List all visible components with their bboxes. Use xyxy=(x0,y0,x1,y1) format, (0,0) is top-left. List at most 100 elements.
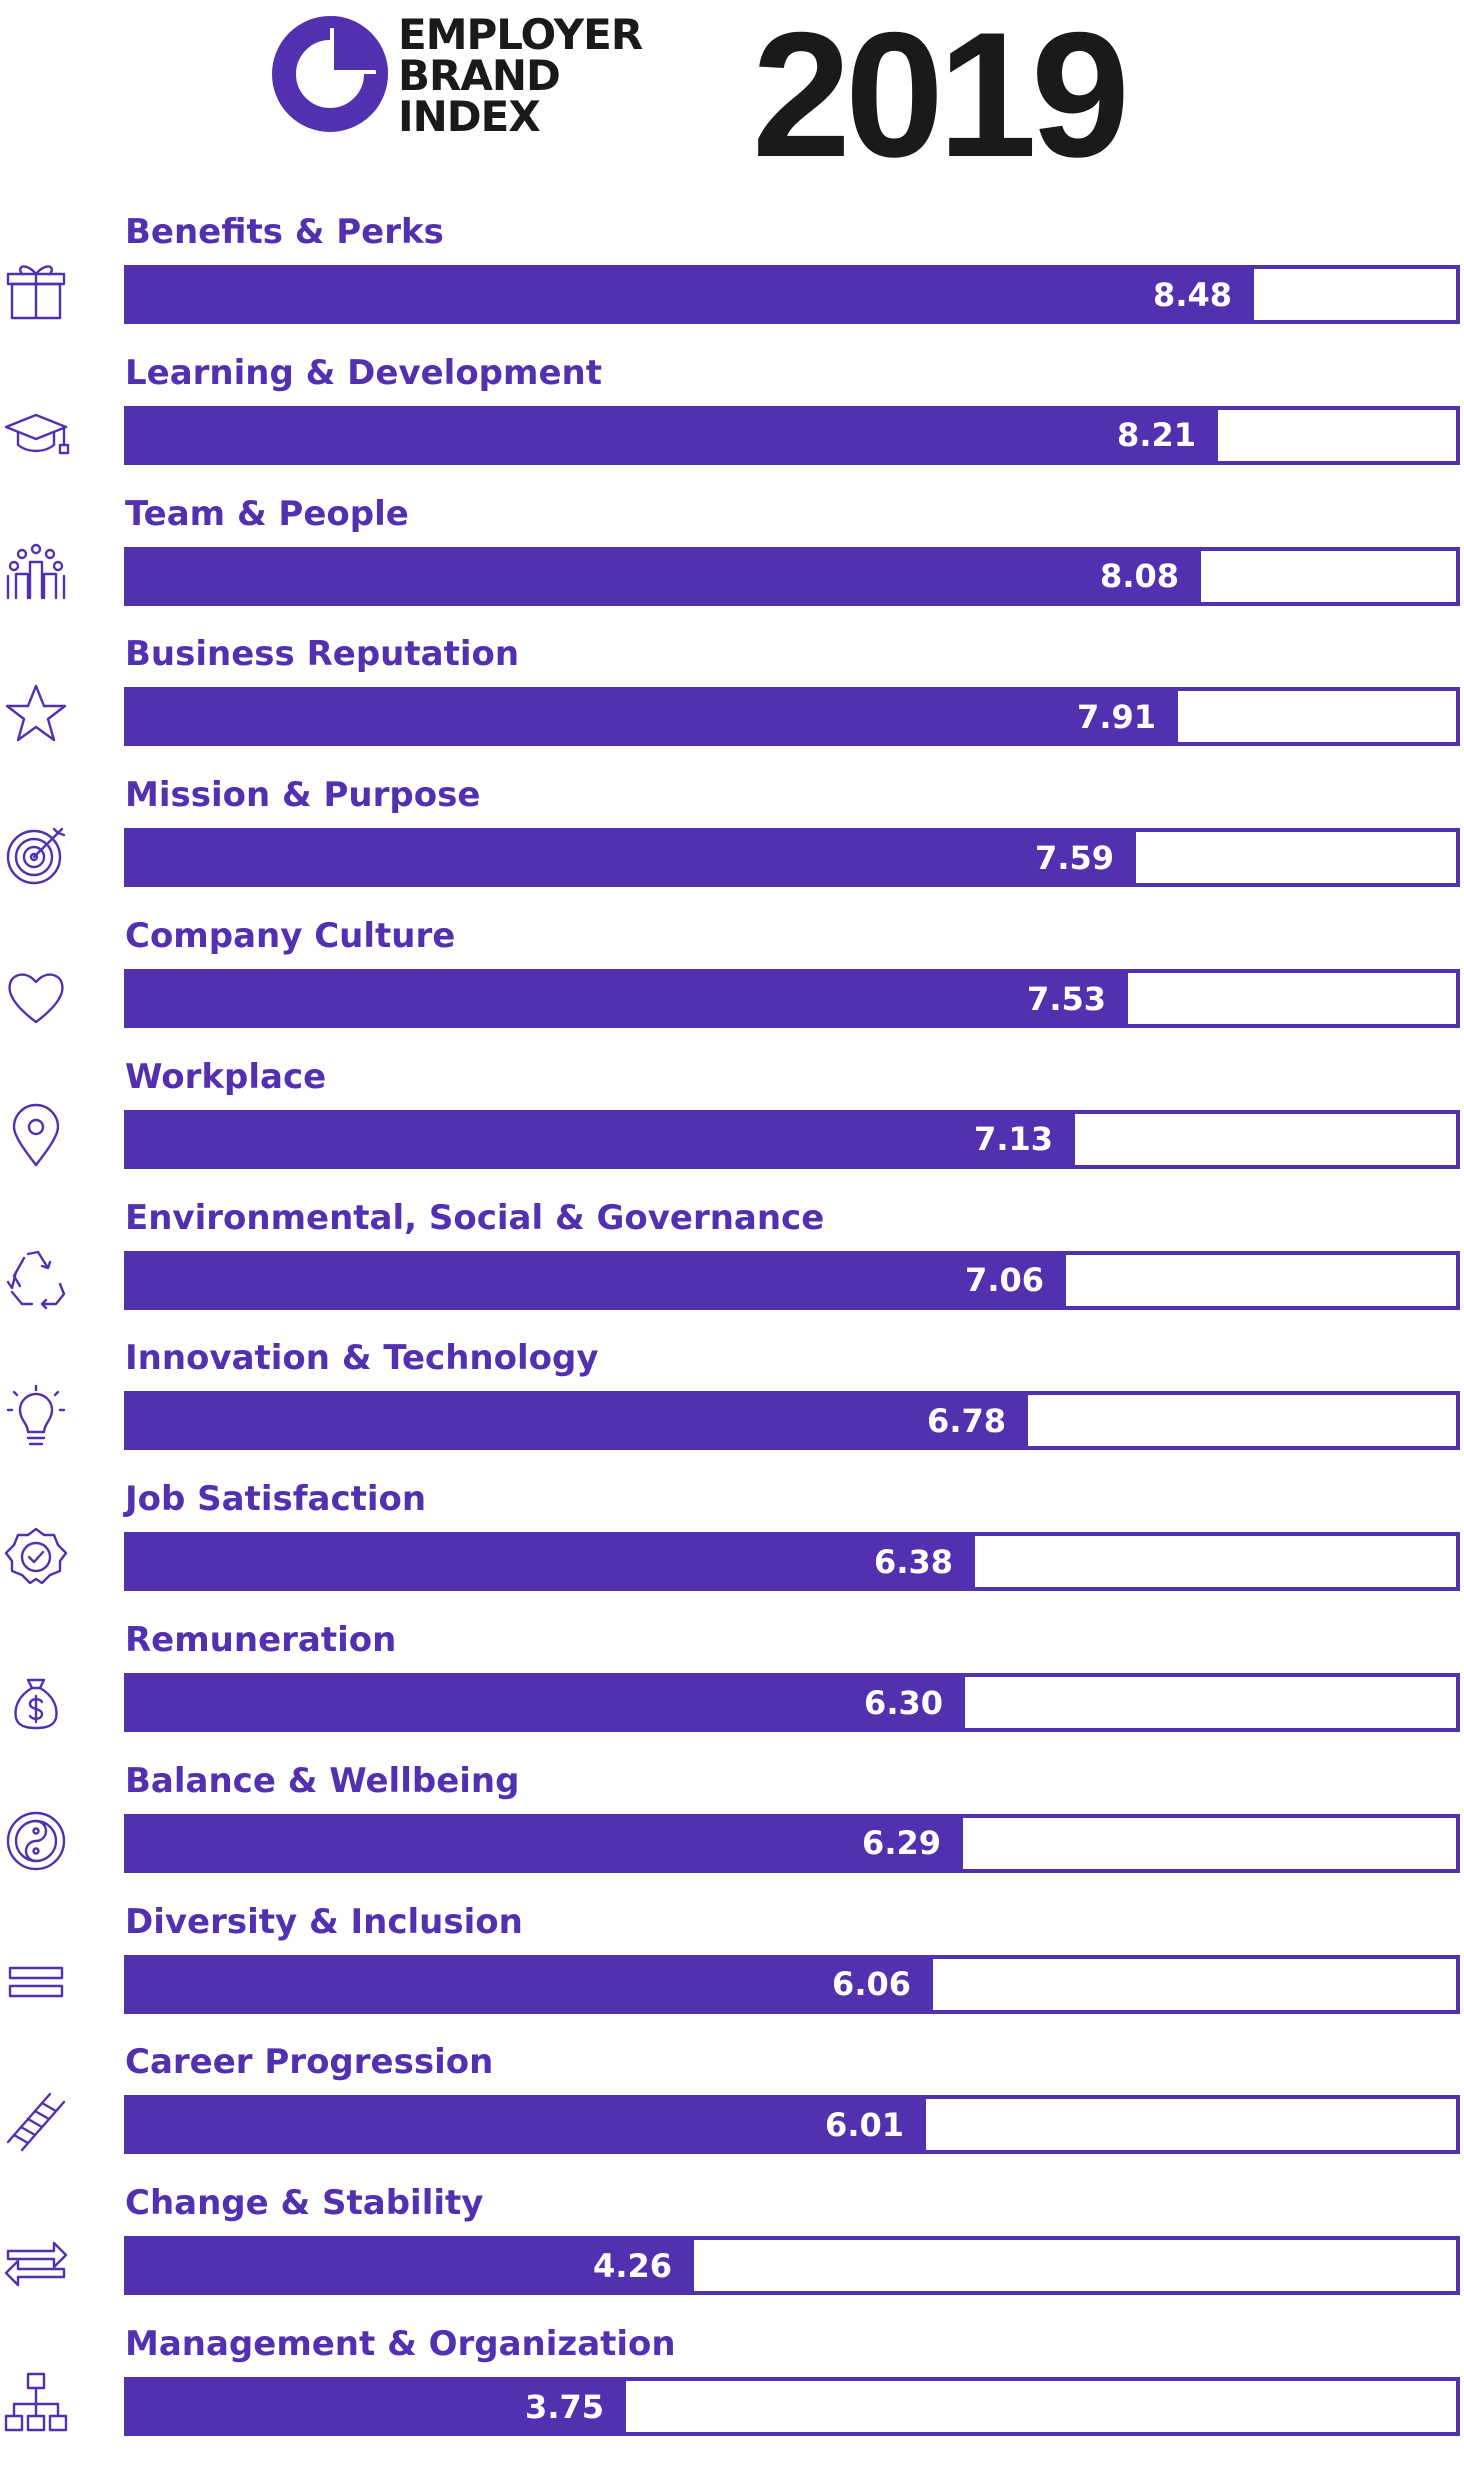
category-label: Change & Stability xyxy=(125,2183,484,2224)
value-label: 8.21 xyxy=(1117,416,1196,455)
bar-row-benefits-and-perks: Benefits & Perks 8.48 xyxy=(0,208,1464,350)
value-label: 4.26 xyxy=(593,2246,672,2285)
bar-track: 7.91 xyxy=(124,687,1460,747)
chart-header: EMPLOYER BRAND INDEX 2019 xyxy=(0,0,1464,190)
category-label: Business Reputation xyxy=(125,634,520,675)
bar: 7.06 xyxy=(128,1254,1066,1306)
category-label: Management & Organization xyxy=(125,2324,676,2364)
yin-yang-icon xyxy=(2,1807,70,1875)
gift-icon xyxy=(2,258,70,326)
bar: 7.53 xyxy=(128,973,1128,1024)
bar: 6.30 xyxy=(128,1677,965,1728)
bar-row-innovation-and-technology: Innovation & Technology 6.78 xyxy=(0,1334,1464,1476)
value-label: 7.53 xyxy=(1027,979,1106,1018)
bar-track: 8.08 xyxy=(124,546,1460,606)
value-label: 7.59 xyxy=(1035,838,1114,877)
bar: 7.91 xyxy=(128,691,1178,743)
heart-icon xyxy=(2,962,70,1030)
category-label: Remuneration xyxy=(125,1620,397,1660)
employer-brand-index-logo-icon xyxy=(270,14,390,134)
bar: 4.26 xyxy=(128,2240,694,2292)
star-icon xyxy=(2,680,70,748)
value-label: 6.06 xyxy=(832,1965,911,2004)
value-label: 8.08 xyxy=(1100,557,1179,596)
value-label: 6.01 xyxy=(825,2105,904,2144)
org-chart-icon xyxy=(2,2370,70,2438)
bar-track: 6.30 xyxy=(124,1673,1460,1732)
bar-row-environmental-social-and-governance: Environmental, Social & Governance 7.06 xyxy=(0,1194,1464,1336)
bar-row-change-and-stability: Change & Stability 4.26 xyxy=(0,2179,1464,2321)
category-label: Innovation & Technology xyxy=(125,1338,599,1379)
ladder-icon xyxy=(2,2088,70,2156)
bar-track: 6.01 xyxy=(124,2095,1460,2155)
category-label: Benefits & Perks xyxy=(125,212,444,252)
bar-track: 6.06 xyxy=(124,1954,1460,2014)
category-label: Diversity & Inclusion xyxy=(125,1901,523,1942)
bar: 8.21 xyxy=(128,409,1218,461)
value-label: 7.06 xyxy=(965,1261,1044,1300)
graduation-cap-icon xyxy=(2,399,70,467)
bar: 6.29 xyxy=(128,1817,963,1869)
location-pin-icon xyxy=(2,1103,70,1171)
year-heading: 2019 xyxy=(752,0,1130,194)
category-label: Team & People xyxy=(125,493,409,534)
bar-row-diversity-and-inclusion: Diversity & Inclusion 6.06 xyxy=(0,1898,1464,2040)
logo-line-3: INDEX xyxy=(398,92,541,141)
value-label: 3.75 xyxy=(525,2387,604,2426)
bar-track: 8.21 xyxy=(124,405,1460,465)
bar-row-balance-and-wellbeing: Balance & Wellbeing 6.29 xyxy=(0,1757,1464,1899)
category-label: Company Culture xyxy=(125,916,456,956)
bar-row-learning-and-development: Learning & Development 8.21 xyxy=(0,349,1464,491)
category-label: Environmental, Social & Governance xyxy=(125,1197,825,1238)
bar-track: 4.26 xyxy=(124,2236,1460,2296)
bar: 3.75 xyxy=(128,2381,626,2432)
bar: 8.48 xyxy=(128,269,1254,320)
category-label: Balance & Wellbeing xyxy=(125,1760,520,1801)
bar-track: 7.59 xyxy=(124,828,1460,888)
team-icon xyxy=(2,540,70,608)
logo-line-1: EMPLOYER xyxy=(398,10,643,59)
value-label: 7.13 xyxy=(974,1120,1053,1159)
bar-row-job-satisfaction: Job Satisfaction 6.38 xyxy=(0,1475,1464,1617)
bar-row-career-progression: Career Progression 6.01 xyxy=(0,2038,1464,2180)
bar-track: 6.29 xyxy=(124,1813,1460,1873)
category-label: Mission & Purpose xyxy=(125,775,481,816)
bar: 6.78 xyxy=(128,1395,1028,1447)
category-label: Workplace xyxy=(125,1056,327,1097)
bar-track: 7.06 xyxy=(124,1250,1460,1310)
lightbulb-icon xyxy=(2,1384,70,1452)
bar: 7.13 xyxy=(128,1113,1075,1165)
value-label: 6.78 xyxy=(927,1401,1006,1440)
value-label: 6.38 xyxy=(874,1542,953,1581)
value-label: 6.30 xyxy=(864,1683,943,1722)
bar-track: 7.53 xyxy=(124,969,1460,1028)
value-label: 7.91 xyxy=(1077,697,1156,736)
bar-row-management-and-organization: Management & Organization 3.75 xyxy=(0,2320,1464,2462)
money-bag-icon xyxy=(2,1666,70,1734)
equals-icon xyxy=(2,1948,70,2016)
bar-row-team-and-people: Team & People 8.08 xyxy=(0,490,1464,632)
category-label: Learning & Development xyxy=(125,352,602,393)
recycle-icon xyxy=(2,1244,70,1312)
value-label: 6.29 xyxy=(862,1824,941,1863)
bar-track: 8.48 xyxy=(124,265,1460,324)
logo-wordmark: EMPLOYER BRAND INDEX xyxy=(398,10,643,141)
target-icon xyxy=(2,821,70,889)
bar: 6.06 xyxy=(128,1958,933,2010)
bar-track: 3.75 xyxy=(124,2377,1460,2436)
bar: 7.59 xyxy=(128,832,1136,884)
bar-track: 6.38 xyxy=(124,1532,1460,1592)
bar-row-remuneration: Remuneration 6.30 xyxy=(0,1616,1464,1758)
category-label: Job Satisfaction xyxy=(125,1479,427,1520)
bar-row-business-reputation: Business Reputation 7.91 xyxy=(0,630,1464,772)
bar: 6.38 xyxy=(128,1536,975,1588)
bar-track: 7.13 xyxy=(124,1109,1460,1169)
category-label: Career Progression xyxy=(125,2042,494,2083)
bar-track: 6.78 xyxy=(124,1391,1460,1451)
bar-row-mission-and-purpose: Mission & Purpose 7.59 xyxy=(0,771,1464,913)
value-label: 8.48 xyxy=(1153,275,1232,314)
badge-check-icon xyxy=(2,1525,70,1593)
logo-line-2: BRAND xyxy=(398,51,561,100)
bar-row-company-culture: Company Culture 7.53 xyxy=(0,912,1464,1054)
